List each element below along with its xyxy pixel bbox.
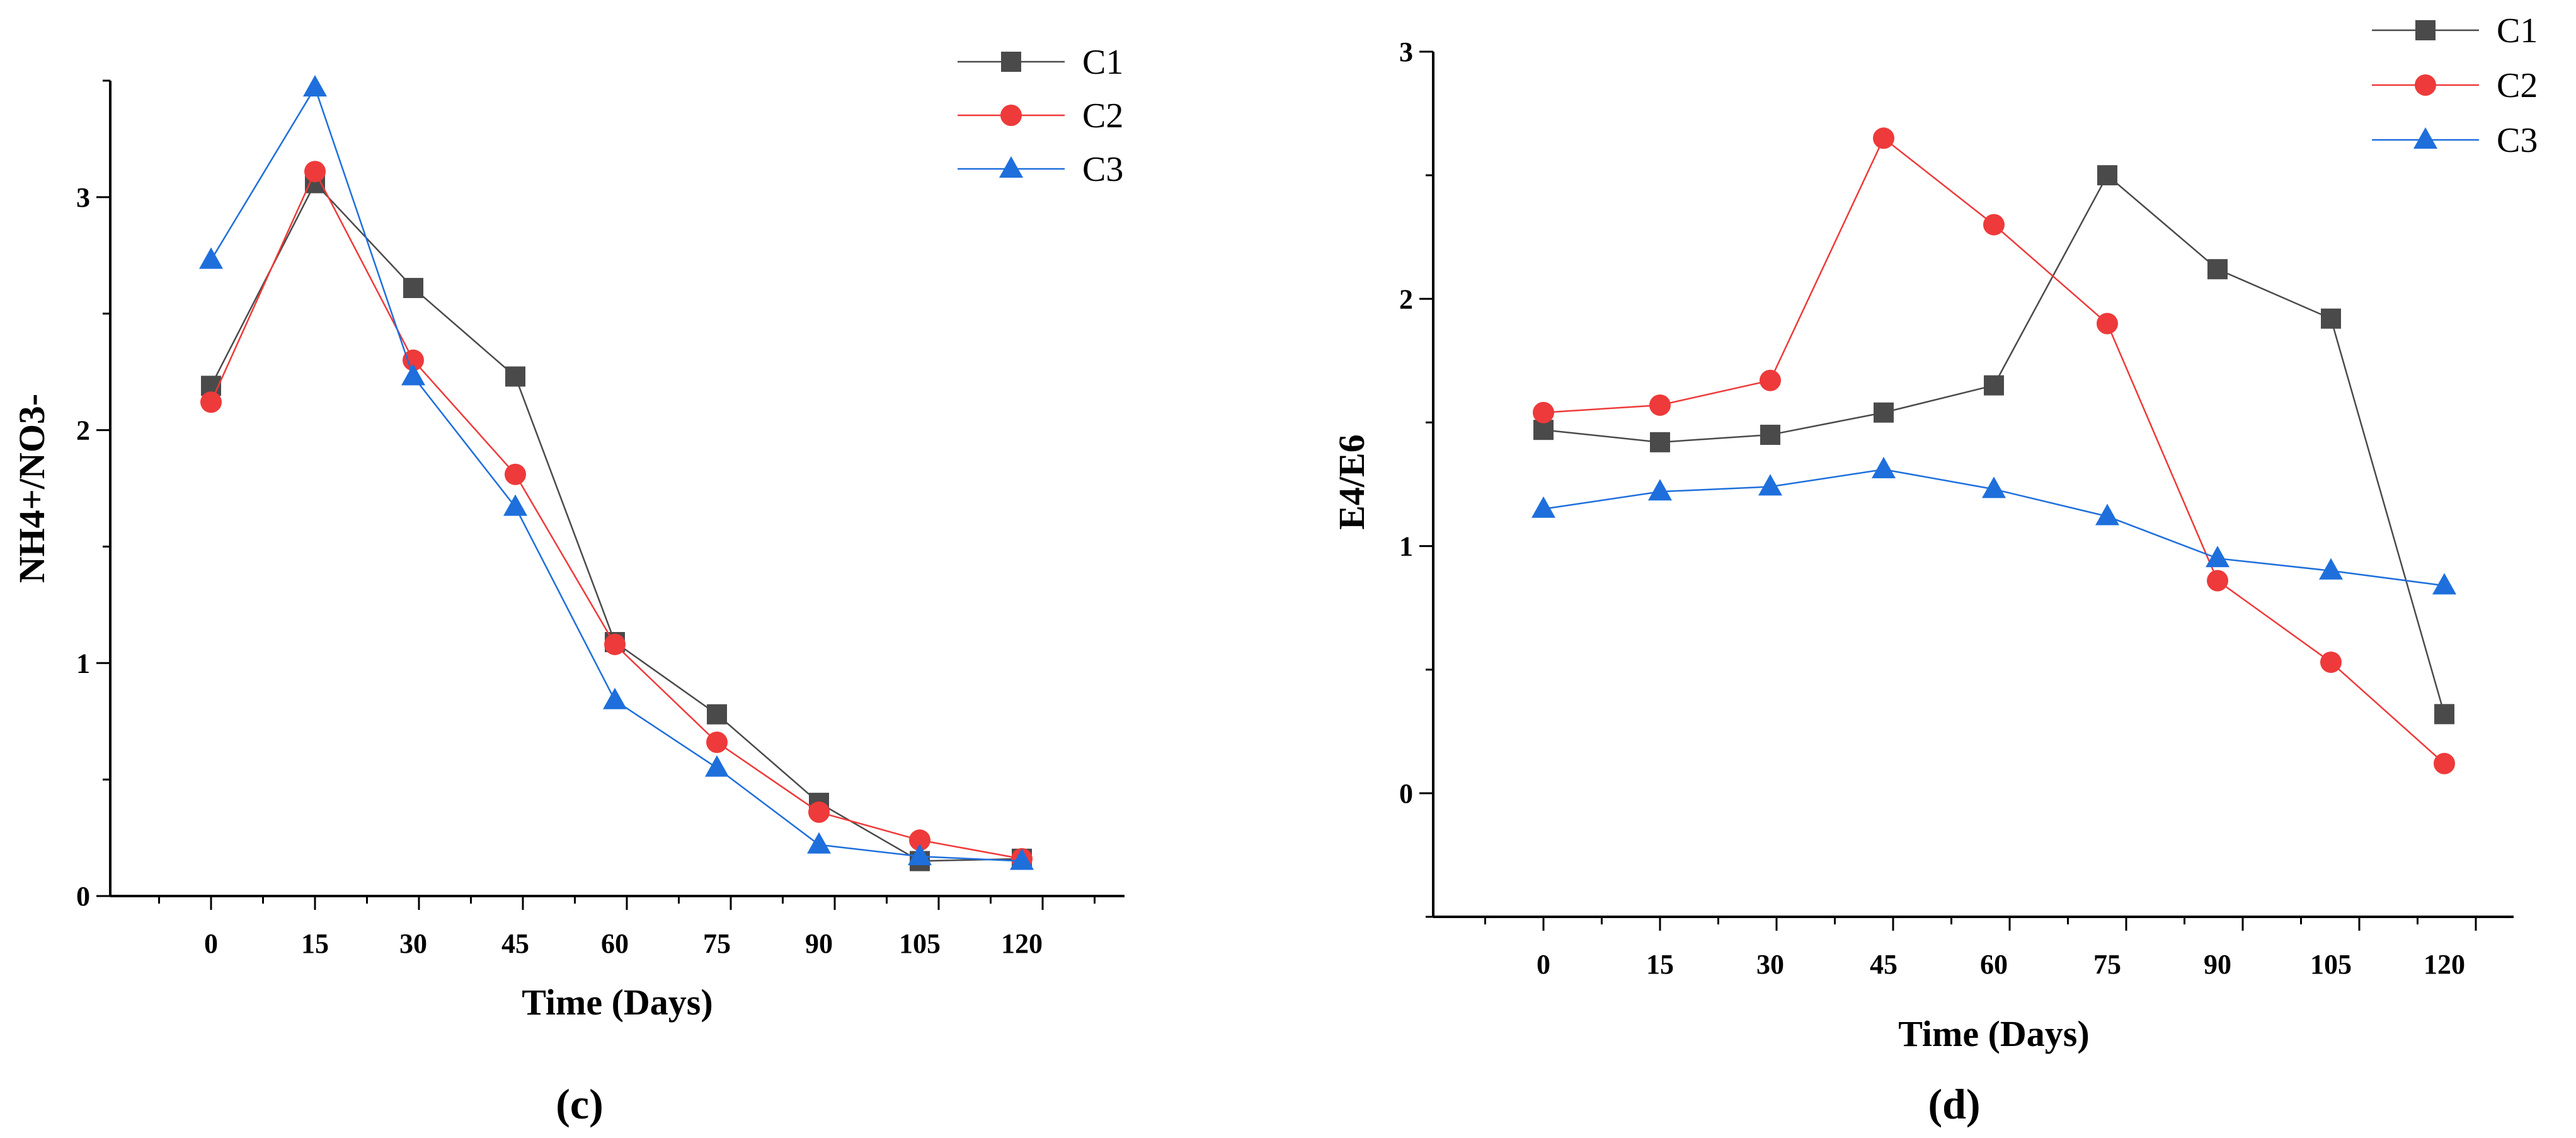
legend-marker-c2 (2415, 74, 2436, 96)
data-point-c2 (403, 349, 424, 371)
legend-marker-c3 (2413, 127, 2437, 149)
x-tick-label: 15 (301, 928, 329, 959)
data-point-c1 (2207, 259, 2228, 280)
legend-marker-c2 (1000, 105, 1022, 126)
data-point-c2 (2320, 651, 2342, 673)
data-point-c3 (908, 844, 932, 866)
x-tick-label: 0 (204, 928, 218, 959)
data-point-c3 (2432, 573, 2456, 595)
data-point-c1 (707, 704, 727, 725)
x-tick-label: 30 (1756, 949, 1784, 980)
data-point-c1 (2434, 704, 2454, 725)
data-point-c3 (2206, 546, 2230, 568)
series-line-c1 (1543, 174, 2446, 715)
data-point-c2 (1533, 401, 1554, 423)
data-point-c2 (2434, 752, 2455, 774)
data-point-c3 (303, 75, 327, 97)
x-tick-label: 120 (1001, 928, 1043, 959)
data-point-c1 (403, 278, 423, 299)
legend-label-c1: C1 (1082, 43, 1123, 82)
data-point-c2 (1760, 369, 1781, 391)
x-tick-label: 75 (2093, 949, 2121, 980)
y-tick-label: 0 (76, 881, 90, 912)
data-point-c1 (1874, 402, 1894, 423)
data-point-c3 (1982, 476, 2006, 498)
y-tick-label: 3 (1399, 37, 1413, 67)
data-point-c3 (1010, 848, 1034, 870)
x-tick-label: 45 (501, 928, 529, 959)
data-point-c3 (503, 494, 527, 516)
x-tick-label: 60 (601, 928, 629, 959)
data-point-c2 (1983, 214, 2005, 236)
legend-label-c1: C1 (2497, 11, 2538, 50)
y-tick-label: 2 (76, 415, 90, 446)
y-tick-label: 2 (1399, 284, 1413, 314)
data-point-c2 (2207, 570, 2228, 592)
legend-label-c3: C3 (2497, 121, 2538, 160)
series-line-c2 (210, 170, 1022, 860)
y-axis-title: NH4+/NO3- (11, 394, 52, 583)
data-point-c3 (2095, 503, 2119, 526)
x-tick-label: 105 (899, 928, 941, 959)
data-point-c3 (1531, 496, 1555, 518)
data-point-c3 (2319, 558, 2343, 580)
data-point-c3 (807, 832, 831, 854)
data-point-c2 (1873, 127, 1894, 149)
legend-marker-c3 (999, 156, 1023, 178)
panel-label: (c) (556, 1080, 603, 1128)
data-point-c2 (200, 391, 222, 413)
x-tick-label: 0 (1537, 949, 1550, 980)
data-point-c3 (705, 755, 729, 777)
y-tick-label: 1 (1399, 531, 1413, 562)
x-tick-label: 60 (1980, 949, 2008, 980)
data-point-c1 (1760, 425, 1780, 445)
x-tick-label: 15 (1646, 949, 1674, 980)
panel-label: (d) (1928, 1080, 1980, 1128)
y-tick-label: 0 (1399, 778, 1413, 809)
x-tick-label: 120 (2424, 949, 2465, 980)
series-line-c1 (210, 181, 1022, 862)
data-point-c2 (604, 633, 626, 655)
x-tick-label: 75 (703, 928, 731, 959)
data-point-c3 (1872, 456, 1896, 478)
data-point-c2 (2097, 313, 2118, 335)
y-tick-label: 1 (76, 648, 90, 679)
data-point-c1 (505, 366, 525, 387)
data-point-c2 (808, 801, 830, 823)
series-line-c3 (210, 86, 1022, 862)
y-tick-label: 3 (76, 182, 90, 213)
data-point-c1 (2097, 165, 2117, 186)
data-point-c1 (1984, 375, 2004, 396)
x-axis-title: Time (Days) (1898, 1013, 2089, 1054)
data-point-c3 (603, 687, 627, 710)
data-point-c2 (1649, 394, 1671, 416)
legend-label-c2: C2 (2497, 66, 2538, 105)
data-point-c3 (1648, 479, 1672, 501)
x-tick-label: 90 (2204, 949, 2231, 980)
legend-marker-c1 (2415, 20, 2436, 40)
data-point-c3 (1758, 474, 1782, 496)
x-tick-label: 105 (2310, 949, 2352, 980)
legend-label-c2: C2 (1082, 96, 1123, 135)
legend-label-c3: C3 (1082, 150, 1123, 189)
data-point-c2 (505, 463, 526, 485)
data-point-c3 (199, 247, 223, 269)
x-tick-label: 45 (1870, 949, 1898, 980)
data-point-c2 (304, 161, 326, 183)
y-axis-title: E4/E6 (1331, 434, 1372, 530)
data-point-c2 (706, 731, 728, 753)
data-point-c3 (401, 364, 425, 386)
legend-marker-c1 (1001, 52, 1021, 72)
data-point-c2 (909, 829, 930, 851)
x-axis-title: Time (Days) (522, 982, 713, 1023)
x-tick-label: 30 (399, 928, 427, 959)
x-tick-label: 90 (805, 928, 833, 959)
data-point-c1 (2321, 308, 2341, 329)
data-point-c1 (1650, 432, 1670, 452)
